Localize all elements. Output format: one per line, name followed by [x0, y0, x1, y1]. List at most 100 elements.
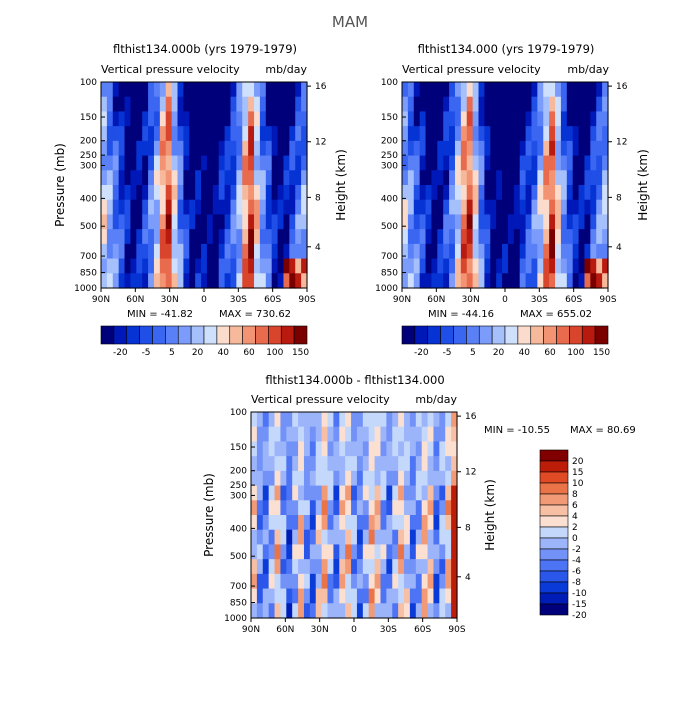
heatmap-cell — [218, 243, 226, 260]
x-tick-label: 60N — [427, 295, 445, 305]
heatmap-cell — [409, 603, 417, 619]
heatmap-cell — [368, 573, 376, 590]
heatmap-cell — [590, 185, 597, 201]
heatmap-cell — [356, 456, 364, 472]
y-tick-label: 700 — [381, 252, 398, 262]
heatmap-cell — [507, 243, 515, 260]
heatmap-cell — [362, 588, 370, 604]
heatmap-cell — [466, 258, 474, 274]
heatmap-cell — [362, 573, 370, 590]
heatmap-cell — [351, 515, 358, 531]
heatmap-cell — [578, 199, 586, 216]
colorbar-label: -20 — [113, 348, 128, 358]
heatmap-cell — [478, 82, 485, 98]
heatmap-cell — [596, 170, 603, 186]
heatmap-cell — [490, 111, 497, 127]
panel-2-subtitle-left: Vertical pressure velocity — [402, 63, 541, 76]
heatmap-cell — [254, 229, 261, 245]
heatmap-cell — [445, 559, 452, 575]
heatmap-cell — [230, 82, 237, 98]
heatmap-cell — [437, 155, 444, 171]
colorbar-swatch — [539, 482, 569, 495]
heatmap-cell — [130, 214, 137, 230]
colorbar-swatch — [113, 325, 128, 345]
heatmap-cell — [502, 140, 509, 157]
y-tick-label: 1000 — [224, 614, 247, 624]
heatmap-cell — [596, 214, 603, 230]
heatmap-cell — [251, 603, 258, 619]
heatmap-cell — [153, 96, 161, 113]
heatmap-cell — [248, 258, 255, 274]
heatmap-cell — [484, 82, 491, 98]
heatmap-cell — [289, 214, 296, 230]
right-tick-label: 12 — [616, 138, 627, 148]
heatmap-cell — [572, 243, 580, 260]
heatmap-cell — [572, 96, 580, 113]
heatmap-cell — [309, 441, 317, 457]
heatmap-cell — [578, 82, 586, 98]
heatmap-cell — [321, 470, 329, 487]
heatmap-cell — [277, 185, 285, 201]
heatmap-cell — [590, 214, 597, 230]
heatmap-cell — [339, 470, 346, 487]
colorbar-label: -4 — [572, 556, 581, 566]
heatmap-cell — [286, 573, 293, 590]
heatmap-cell — [118, 82, 126, 98]
heatmap-cell — [333, 603, 340, 619]
heatmap-cell — [295, 111, 302, 127]
heatmap-cell — [165, 155, 173, 171]
heatmap-cell — [256, 441, 264, 457]
heatmap-cell — [327, 485, 334, 501]
heatmap-cell — [439, 412, 446, 428]
heatmap-cell — [339, 500, 346, 516]
heatmap-cell — [374, 500, 382, 516]
heatmap-cell — [427, 470, 435, 487]
heatmap-cell — [148, 170, 155, 186]
colorbar-swatch — [203, 325, 218, 345]
heatmap-cell — [148, 258, 155, 274]
heatmap-cell — [265, 155, 273, 171]
heatmap-cell — [525, 170, 533, 186]
heatmap-cell — [602, 243, 609, 260]
heatmap-cell — [537, 229, 544, 245]
heatmap-cell — [101, 185, 108, 201]
heatmap-cell — [454, 111, 462, 127]
heatmap-cell — [478, 126, 485, 142]
heatmap-cell — [531, 229, 538, 245]
heatmap-cell — [148, 96, 155, 113]
heatmap-cell — [171, 126, 179, 142]
heatmap-cell — [466, 214, 474, 230]
heatmap-cell — [572, 111, 580, 127]
heatmap-cell — [292, 470, 299, 487]
heatmap-cell — [439, 588, 446, 604]
heatmap-cell — [280, 573, 287, 590]
heatmap-cell — [295, 273, 302, 289]
heatmap-cell — [374, 559, 382, 575]
colorbar-swatch — [255, 325, 269, 345]
heatmap-cell — [274, 500, 282, 516]
heatmap-cell — [531, 273, 538, 289]
heatmap-cell — [398, 529, 405, 546]
heatmap-cell — [433, 500, 440, 516]
heatmap-cell — [409, 529, 417, 546]
heatmap-cell — [195, 155, 202, 171]
heatmap-cell — [295, 126, 302, 142]
heatmap-cell — [277, 170, 285, 186]
heatmap-cell — [171, 199, 179, 216]
heatmap-cell — [433, 456, 440, 472]
heatmap-cell — [415, 588, 423, 604]
heatmap-cell — [507, 111, 515, 127]
heatmap-cell — [112, 258, 120, 274]
heatmap-cell — [433, 573, 440, 590]
heatmap-cell — [439, 544, 446, 560]
heatmap-cell — [519, 273, 527, 289]
heatmap-cell — [236, 170, 243, 186]
heatmap-cell — [584, 199, 591, 216]
heatmap-cell — [101, 258, 108, 274]
heatmap-cell — [315, 456, 323, 472]
heatmap-cell — [224, 273, 232, 289]
heatmap-cell — [431, 243, 438, 260]
